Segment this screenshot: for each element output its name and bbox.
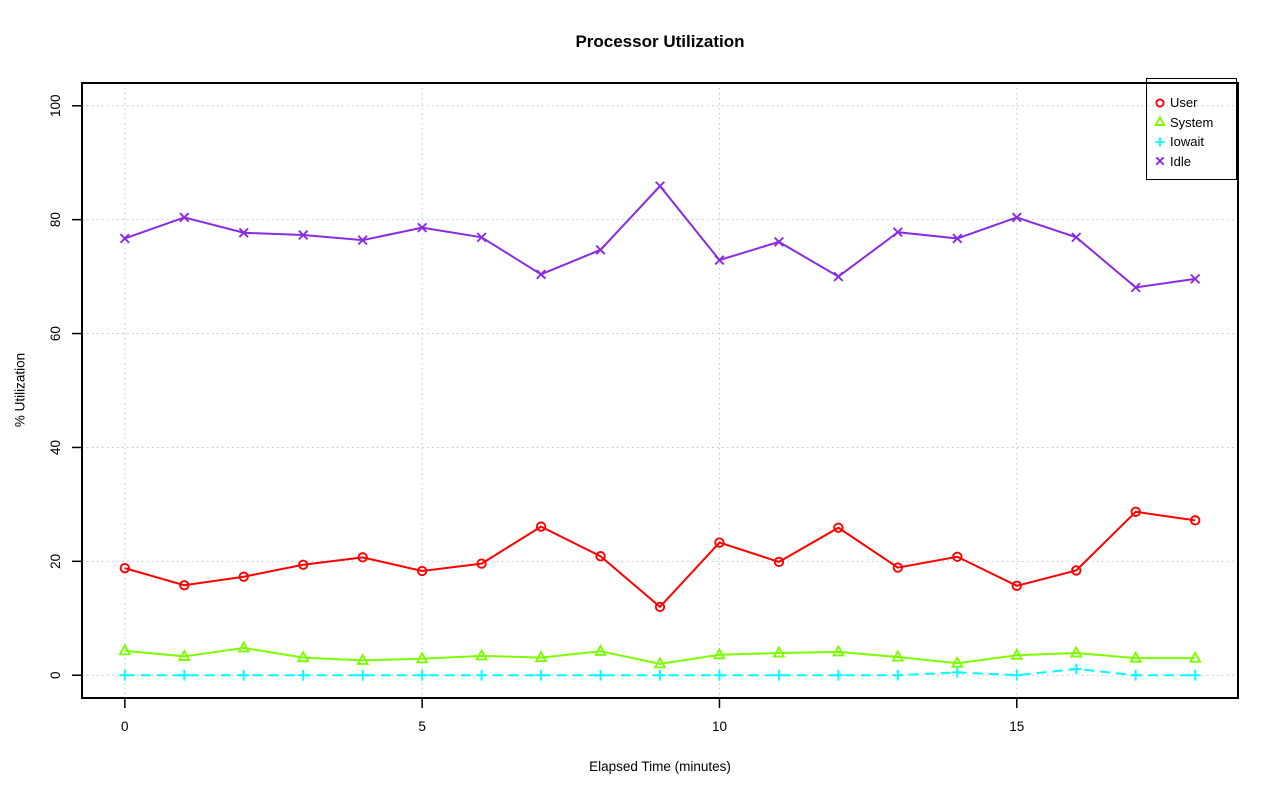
circle-marker-icon (179, 580, 190, 591)
x-marker-icon (773, 236, 784, 247)
legend: User System Iowait Idle (1146, 78, 1237, 180)
triangle-marker-icon (713, 647, 726, 660)
x-marker-icon (357, 235, 368, 246)
circle-marker-icon (595, 551, 606, 562)
chart-title: Processor Utilization (575, 32, 745, 51)
legend-label-user: User (1170, 95, 1198, 111)
plot-box (81, 82, 1239, 699)
triangle-marker-icon (177, 649, 191, 661)
triangle-marker-icon (1188, 650, 1202, 663)
circle-marker-icon (119, 563, 130, 574)
triangle-marker-icon (296, 650, 310, 663)
triangle-marker-icon (415, 651, 429, 664)
series-idle (119, 181, 1201, 293)
x-tick-label: 5 (418, 719, 426, 734)
series-system (118, 640, 1202, 669)
x-marker-icon (1130, 282, 1141, 293)
x-marker-icon (119, 233, 130, 244)
circle-marker-icon (416, 565, 428, 577)
x-marker-icon (298, 230, 309, 241)
triangle-marker-icon (534, 650, 548, 663)
circle-marker-icon (714, 537, 725, 548)
x-marker-icon (238, 227, 249, 238)
x-marker-icon (476, 232, 487, 243)
x-marker-icon (833, 271, 844, 282)
legend-label-system: System (1170, 114, 1214, 130)
circle-marker-icon (654, 601, 666, 613)
y-axis-label: % Utilization (12, 352, 28, 428)
iowait-marker-icon (1153, 135, 1170, 149)
system-marker-icon (1153, 115, 1170, 129)
x-marker-icon (417, 222, 428, 233)
x-axis-label: Elapsed Time (minutes) (589, 759, 731, 774)
legend-label-iowait: Iowait (1170, 134, 1204, 150)
x-tick-label: 10 (712, 719, 727, 734)
triangle-marker-icon (831, 644, 845, 657)
series-line (124, 646, 1196, 665)
y-tick-label: 80 (48, 212, 63, 227)
x-marker-icon (1190, 273, 1201, 284)
x-marker-icon (1071, 232, 1082, 243)
series-line (124, 510, 1196, 609)
series-line (124, 184, 1196, 289)
x-marker-icon (655, 181, 665, 192)
circle-marker-icon (1071, 565, 1082, 576)
legend-item-idle: Idle (1153, 152, 1236, 172)
circle-marker-icon (238, 571, 249, 582)
legend-label-idle: Idle (1170, 153, 1191, 169)
circle-marker-icon (1130, 506, 1141, 517)
x-marker-icon (595, 244, 606, 255)
legend-item-system: System (1153, 113, 1236, 133)
y-tick-label: 60 (48, 326, 63, 341)
triangle-marker-icon (1069, 645, 1083, 658)
x-marker-icon (179, 212, 190, 223)
triangle-marker-icon (772, 645, 786, 658)
circle-marker-icon (298, 559, 309, 570)
x-marker-icon (1155, 156, 1165, 166)
circle-marker-icon (357, 552, 368, 563)
circle-marker-icon (773, 556, 785, 568)
triangle-marker-icon (594, 643, 607, 656)
user-marker-icon (1153, 96, 1170, 110)
circle-marker-icon (1190, 515, 1201, 526)
triangle-marker-icon (1010, 647, 1024, 660)
triangle-marker-icon (1129, 650, 1143, 663)
triangle-marker-icon (891, 649, 905, 662)
idle-marker-icon (1153, 154, 1170, 168)
x-marker-icon (1011, 212, 1022, 223)
x-marker-icon (952, 233, 963, 244)
circle-marker-icon (892, 562, 904, 573)
triangle-marker-icon (653, 656, 667, 669)
triangle-marker-icon (950, 655, 964, 668)
x-tick-label: 0 (121, 719, 129, 734)
y-tick-label: 20 (48, 554, 63, 569)
triangle-marker-icon (118, 643, 132, 656)
triangle-marker-icon (1154, 115, 1166, 127)
circle-marker-icon (833, 522, 844, 533)
triangle-marker-icon (237, 640, 251, 653)
circle-marker-icon (1155, 98, 1165, 108)
x-tick-label: 15 (1009, 719, 1024, 734)
circle-marker-icon (476, 558, 487, 569)
circle-marker-icon (952, 551, 963, 562)
circle-marker-icon (535, 521, 547, 532)
x-marker-icon (536, 269, 547, 280)
series-iowait (119, 663, 1201, 681)
y-tick-label: 40 (48, 440, 63, 455)
series-user (119, 506, 1201, 613)
x-marker-icon (714, 255, 725, 266)
y-tick-label: 0 (48, 671, 63, 679)
x-marker-icon (892, 227, 903, 238)
circle-marker-icon (1011, 580, 1022, 591)
legend-item-iowait: Iowait (1153, 132, 1236, 152)
triangle-marker-icon (356, 653, 370, 665)
y-tick-label: 100 (48, 95, 63, 118)
legend-item-user: User (1153, 93, 1236, 113)
triangle-marker-icon (475, 648, 489, 661)
